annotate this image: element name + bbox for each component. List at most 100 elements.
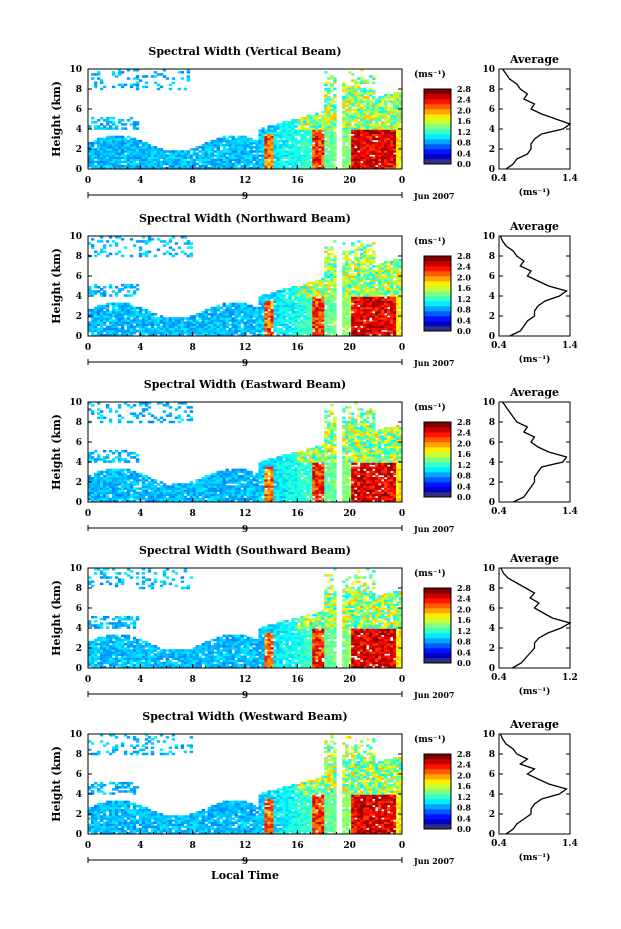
heatmap-cell <box>366 139 370 143</box>
heatmap-cell <box>354 148 358 151</box>
heatmap-cell <box>375 112 379 116</box>
heatmap-cell <box>375 119 379 122</box>
heatmap-cell <box>126 474 131 478</box>
heatmap-cell <box>324 250 328 254</box>
heatmap-cell <box>285 141 289 145</box>
heatmap-cell <box>105 468 110 472</box>
heatmap-cell <box>93 156 98 159</box>
heatmap-cell <box>204 146 209 149</box>
heatmap-cell <box>381 133 385 137</box>
heatmap-cell <box>243 302 247 306</box>
heatmap-cell <box>291 158 295 162</box>
heatmap-cell <box>129 456 134 459</box>
heatmap-cell <box>381 110 385 114</box>
heatmap-cell <box>372 123 376 126</box>
heatmap-cell <box>378 100 382 103</box>
heatmap-cell <box>231 148 235 151</box>
heatmap-cell <box>360 131 364 134</box>
heatmap-cell <box>201 156 206 159</box>
heatmap-cell <box>258 141 262 145</box>
heatmap-cell <box>261 144 265 147</box>
heatmap-cell <box>117 158 122 162</box>
heatmap-cell <box>114 148 119 151</box>
heatmap-cell <box>324 158 328 162</box>
heatmap-cell <box>141 85 146 89</box>
heatmap-cell <box>249 166 253 170</box>
heatmap-cell <box>240 166 244 170</box>
heatmap-cell <box>333 133 337 137</box>
heatmap-cell <box>117 302 122 306</box>
heatmap-cell <box>366 269 370 272</box>
heatmap-cell <box>318 150 322 153</box>
heatmap-cell <box>360 114 364 118</box>
heatmap-cell <box>279 166 283 170</box>
heatmap-cell <box>237 137 241 141</box>
heatmap-cell <box>381 146 385 149</box>
y-tick-label: 6 <box>76 272 82 282</box>
heatmap-cell <box>345 164 349 168</box>
heatmap-cell <box>330 135 334 139</box>
heatmap-cell <box>108 121 113 124</box>
date-suffix: Jun 2007 <box>413 191 454 201</box>
heatmap-cell <box>300 158 304 162</box>
heatmap-cell <box>303 160 307 164</box>
heatmap-cell <box>114 286 119 289</box>
heatmap-cell <box>96 327 101 331</box>
heatmap-cell <box>222 137 226 141</box>
heatmap-cell <box>393 100 397 103</box>
heatmap-cell <box>345 166 349 170</box>
heatmap-cell <box>156 152 161 155</box>
heatmap-cell <box>396 129 400 132</box>
heatmap-cell <box>216 141 220 145</box>
colorbar-segment <box>424 149 451 155</box>
heatmap-cell <box>390 116 394 120</box>
heatmap-cell <box>180 152 185 155</box>
heatmap-cell <box>207 154 212 157</box>
heatmap-cell <box>375 106 379 109</box>
heatmap-cell <box>342 81 346 84</box>
heatmap-cell <box>351 96 355 99</box>
heatmap-cell <box>147 327 152 331</box>
heatmap-cell <box>330 77 334 80</box>
heatmap-cell <box>195 148 200 151</box>
heatmap-cell <box>183 242 188 245</box>
heatmap-cell <box>357 87 361 91</box>
colorbar-tick-label: 0.0 <box>457 159 471 169</box>
heatmap-cell <box>90 456 95 459</box>
heatmap-cell <box>225 160 229 164</box>
heatmap-cell <box>300 125 304 128</box>
profile-y-tick-label: 6 <box>489 272 495 282</box>
heatmap-cell <box>120 150 125 153</box>
heatmap-cell <box>342 89 346 93</box>
profile-x-label: (ms⁻¹) <box>519 354 551 365</box>
heatmap-cell <box>189 160 194 164</box>
heatmap-cell <box>369 150 373 153</box>
heatmap-cell <box>348 273 352 276</box>
heatmap-cell <box>351 250 355 254</box>
heatmap-cell <box>360 98 364 101</box>
heatmap-cell <box>357 240 361 243</box>
heatmap-cell <box>315 129 319 132</box>
heatmap-cell <box>351 87 355 91</box>
heatmap-cell <box>348 94 352 97</box>
heatmap-cell <box>99 154 104 157</box>
heatmap-cell <box>192 160 197 164</box>
heatmap-cell <box>333 166 337 170</box>
colorbar-tick-label: 1.2 <box>457 294 471 304</box>
heatmap-cell <box>387 261 391 264</box>
heatmap-cell <box>276 162 280 166</box>
heatmap-cell <box>234 160 238 164</box>
heatmap-cell <box>363 162 367 166</box>
heatmap-cell <box>369 321 373 324</box>
colorbar-tick-label: 0.4 <box>457 148 471 158</box>
heatmap-cell <box>387 131 391 134</box>
heatmap-cell <box>216 150 220 153</box>
heatmap-cell <box>264 129 268 132</box>
heatmap-cell <box>348 154 352 157</box>
heatmap-cell <box>372 89 376 93</box>
heatmap-cell <box>366 133 370 137</box>
heatmap-cell <box>354 87 358 91</box>
heatmap-cell <box>123 83 128 87</box>
heatmap-cell <box>300 162 304 166</box>
colorbar-segment <box>424 281 451 287</box>
